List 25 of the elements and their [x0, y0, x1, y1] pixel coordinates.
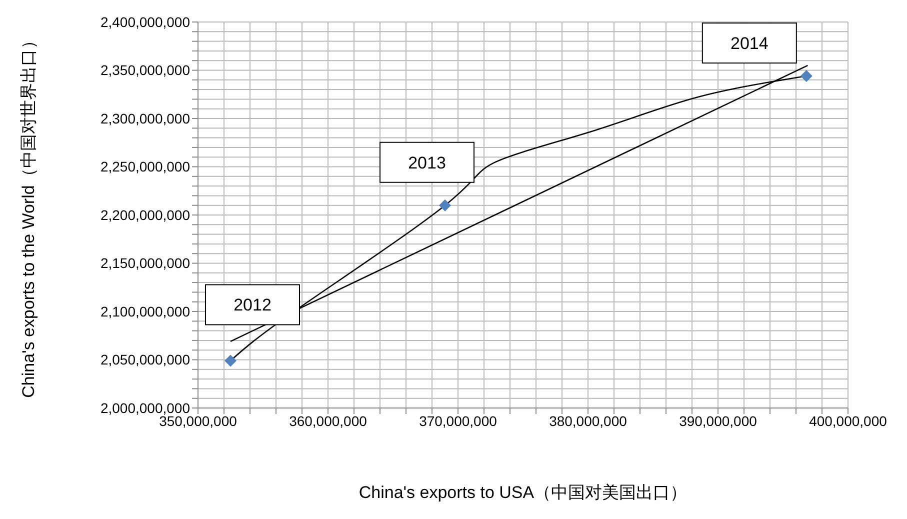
- label-box: 2014: [702, 22, 797, 64]
- y-tick-label: 2,350,000,000: [100, 62, 190, 78]
- y-tick-label: 2,000,000,000: [100, 400, 190, 416]
- y-tick-label: 2,050,000,000: [100, 352, 190, 368]
- point: [439, 199, 451, 212]
- x-tick-label: 360,000,000: [289, 412, 368, 429]
- label-box: 2013: [380, 142, 474, 183]
- point: [224, 354, 236, 367]
- y-axis-title: China's exports to the World（中国对世界出口）: [19, 32, 38, 398]
- y-tick-label: 2,400,000,000: [100, 14, 190, 30]
- y-tick-label: 2,200,000,000: [100, 206, 190, 223]
- x-tick-label: 380,000,000: [549, 412, 628, 429]
- x-axis-title: China's exports to USA（中国对美国出口）: [358, 483, 688, 502]
- x-tick-label: 400,000,000: [809, 412, 888, 429]
- annotation: 2014: [730, 34, 768, 54]
- annotation: 2013: [408, 153, 446, 172]
- x-tick-label: 370,000,000: [419, 412, 498, 429]
- annotation: 2012: [234, 296, 272, 315]
- x-tick-label: 390,000,000: [679, 412, 758, 429]
- point: [800, 70, 812, 82]
- y-tick-label: 2,300,000,000: [100, 110, 190, 126]
- y-tick-label: 2,150,000,000: [100, 255, 190, 272]
- y-tick-label: 2,100,000,000: [100, 303, 190, 320]
- label-box: 2012: [205, 284, 300, 326]
- y-tick-label: 2,250,000,000: [100, 158, 190, 175]
